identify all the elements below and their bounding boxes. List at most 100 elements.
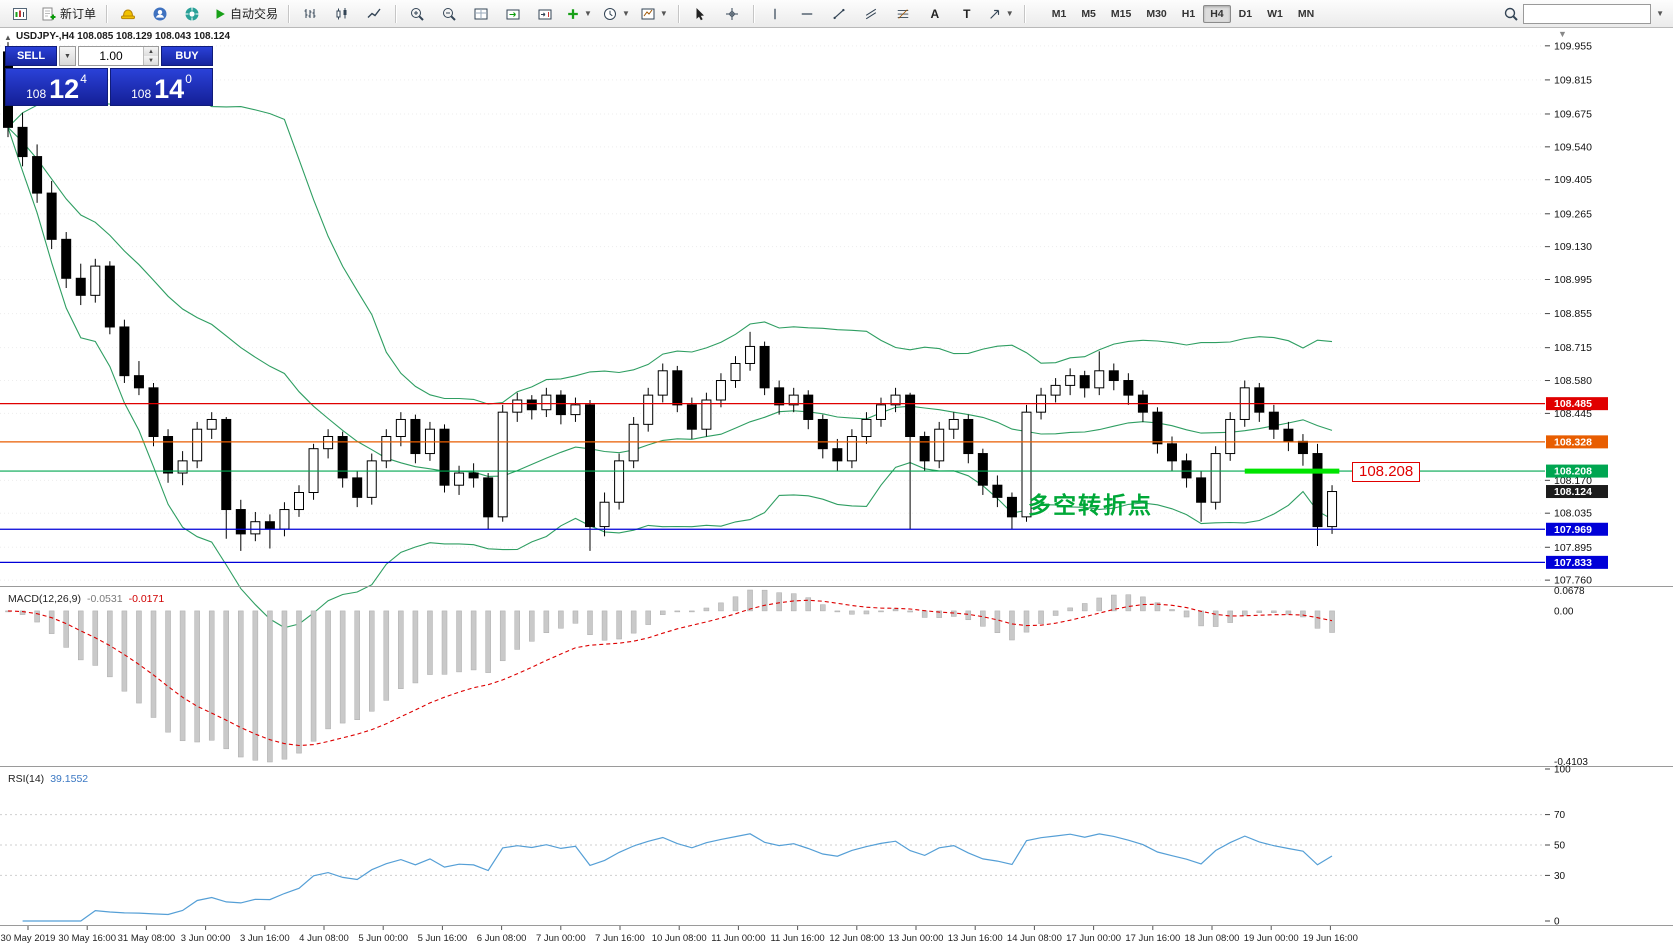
autotrading-button[interactable]: 自动交易 <box>209 2 282 26</box>
expert-advisors-button[interactable] <box>113 2 143 26</box>
svg-text:108.715: 108.715 <box>1554 342 1592 354</box>
svg-text:19 Jun 00:00: 19 Jun 00:00 <box>1244 933 1299 944</box>
stepper-up-icon[interactable]: ▲ <box>144 47 158 56</box>
timeframe-H4[interactable]: H4 <box>1203 4 1231 23</box>
svg-text:70: 70 <box>1554 810 1566 821</box>
svg-text:-0.4103: -0.4103 <box>1554 757 1588 768</box>
volume-field[interactable]: 1.00 ▲ ▼ <box>78 46 159 66</box>
trendline-button[interactable] <box>824 2 854 26</box>
chart-annotation: 多空转折点 <box>1028 492 1153 518</box>
svg-text:108.035: 108.035 <box>1554 508 1592 520</box>
candlestick-icon <box>336 7 347 19</box>
new-chart-button[interactable] <box>5 2 35 26</box>
search-input[interactable] <box>1523 3 1652 24</box>
cursor-button[interactable] <box>685 2 715 26</box>
svg-text:0: 0 <box>1554 917 1560 928</box>
svg-text:108.855: 108.855 <box>1554 308 1592 320</box>
svg-text:109.675: 109.675 <box>1554 108 1592 120</box>
sell-price-button[interactable]: 108 12 4 <box>5 68 108 106</box>
svg-text:109.955: 109.955 <box>1554 40 1592 52</box>
arrow-tool-icon <box>990 9 999 19</box>
time-axis: 30 May 2019 30 May 16:00 31 May 08:00 3 Jun… <box>1 926 1358 944</box>
templates-button[interactable]: ▼ <box>636 2 672 26</box>
timeframe-H1[interactable]: H1 <box>1181 7 1196 20</box>
volume-stepper[interactable]: ▲ ▼ <box>143 47 158 65</box>
periods-button[interactable]: ▼ <box>598 2 634 26</box>
svg-text:3 Jun 00:00: 3 Jun 00:00 <box>181 933 231 944</box>
label-tool-button[interactable]: T <box>952 2 982 26</box>
fibonacci-button[interactable] <box>888 2 918 26</box>
trendline-icon <box>833 8 845 19</box>
cursor-icon <box>696 7 704 20</box>
panel-separators <box>0 586 1673 926</box>
chevron-down-icon: ▼ <box>621 9 630 18</box>
svg-text:50: 50 <box>1554 841 1566 852</box>
candlestick-button[interactable] <box>327 2 357 26</box>
svg-text:107.833: 107.833 <box>1554 557 1592 569</box>
vertical-line-button[interactable] <box>760 2 790 26</box>
text-tool-button[interactable]: A <box>920 2 950 26</box>
clock-icon <box>603 7 616 20</box>
sell-price-prefix: 108 <box>26 87 47 101</box>
zoom-out-button[interactable] <box>434 2 464 26</box>
volume-value[interactable]: 1.00 <box>99 49 123 63</box>
crosshair-button[interactable] <box>717 2 747 26</box>
svg-text:109.540: 109.540 <box>1554 141 1592 153</box>
chart-scroll-marker-icon: ▼ <box>1558 29 1567 39</box>
chart-canvas[interactable]: 109.955 109.815 109.675 109.540 109.405 109.2… <box>0 28 1673 951</box>
svg-text:107.760: 107.760 <box>1554 575 1592 587</box>
horizontal-line-icon <box>801 12 813 15</box>
oneclick-toggle-icon[interactable]: ▲ <box>4 33 12 42</box>
svg-text:30 May 2019: 30 May 2019 <box>1 933 56 944</box>
toolbar: 新订单 自动交易 ▼ ▼ <box>0 0 1673 28</box>
svg-text:100: 100 <box>1554 765 1571 776</box>
profile-button[interactable] <box>145 2 175 26</box>
horizontal-line-button[interactable] <box>792 2 822 26</box>
autotrading-label: 自动交易 <box>230 7 279 21</box>
community-button[interactable] <box>177 2 207 26</box>
order-type-dropdown[interactable]: ▼ <box>59 46 76 66</box>
svg-text:12 Jun 08:00: 12 Jun 08:00 <box>829 933 884 944</box>
auto-scroll-button[interactable] <box>498 2 528 26</box>
expert-hat-icon <box>121 8 136 19</box>
toolbar-separator <box>677 4 679 23</box>
channel-button[interactable] <box>856 2 886 26</box>
crosshair-icon <box>725 7 738 20</box>
timeframe-M1[interactable]: M1 <box>1051 7 1067 20</box>
arrows-button[interactable]: ▼ <box>984 2 1018 26</box>
zoom-in-button[interactable] <box>402 2 432 26</box>
fibonacci-icon <box>897 8 909 19</box>
svg-text:RSI(14)39.1552: RSI(14) 39.1552 <box>8 773 88 785</box>
svg-text:108.328: 108.328 <box>1554 436 1592 448</box>
timeframe-M5[interactable]: M5 <box>1081 7 1096 20</box>
timeframe-D1[interactable]: D1 <box>1238 7 1253 20</box>
timeframe-MN[interactable]: MN <box>1297 7 1315 20</box>
buy-price-button[interactable]: 108 14 0 <box>110 68 213 106</box>
timeframe-M15[interactable]: M15 <box>1110 7 1132 20</box>
bar-chart-button[interactable] <box>295 2 325 26</box>
stepper-down-icon[interactable]: ▼ <box>144 56 158 65</box>
new-order-button[interactable]: 新订单 <box>37 2 100 26</box>
timeframe-W1[interactable]: W1 <box>1267 7 1283 20</box>
indicators-button[interactable]: ▼ <box>562 2 596 26</box>
timeframe-M30[interactable]: M30 <box>1146 7 1167 20</box>
svg-text:17 Jun 16:00: 17 Jun 16:00 <box>1125 933 1180 944</box>
svg-text:7 Jun 16:00: 7 Jun 16:00 <box>595 933 645 944</box>
autotrading-play-icon <box>216 8 225 19</box>
buy-price-big: 14 <box>154 74 185 104</box>
svg-text:108.445: 108.445 <box>1554 408 1592 420</box>
svg-text:6 Jun 08:00: 6 Jun 08:00 <box>477 933 527 944</box>
svg-text:109.405: 109.405 <box>1554 174 1592 186</box>
bar-chart-icon <box>304 8 316 18</box>
svg-text:109.130: 109.130 <box>1554 241 1592 253</box>
line-chart-button[interactable] <box>359 2 389 26</box>
profile-icon <box>153 7 167 20</box>
sell-button[interactable]: SELL <box>5 46 57 66</box>
buy-button[interactable]: BUY <box>161 46 213 66</box>
svg-text:108.170: 108.170 <box>1554 475 1592 487</box>
tile-windows-button[interactable] <box>466 2 496 26</box>
price-grid: 109.955 109.815 109.675 109.540 109.405 109.2… <box>0 40 1592 587</box>
svg-text:108.124: 108.124 <box>1554 486 1592 498</box>
chart-shift-button[interactable] <box>530 2 560 26</box>
vertical-line-icon <box>774 8 776 19</box>
